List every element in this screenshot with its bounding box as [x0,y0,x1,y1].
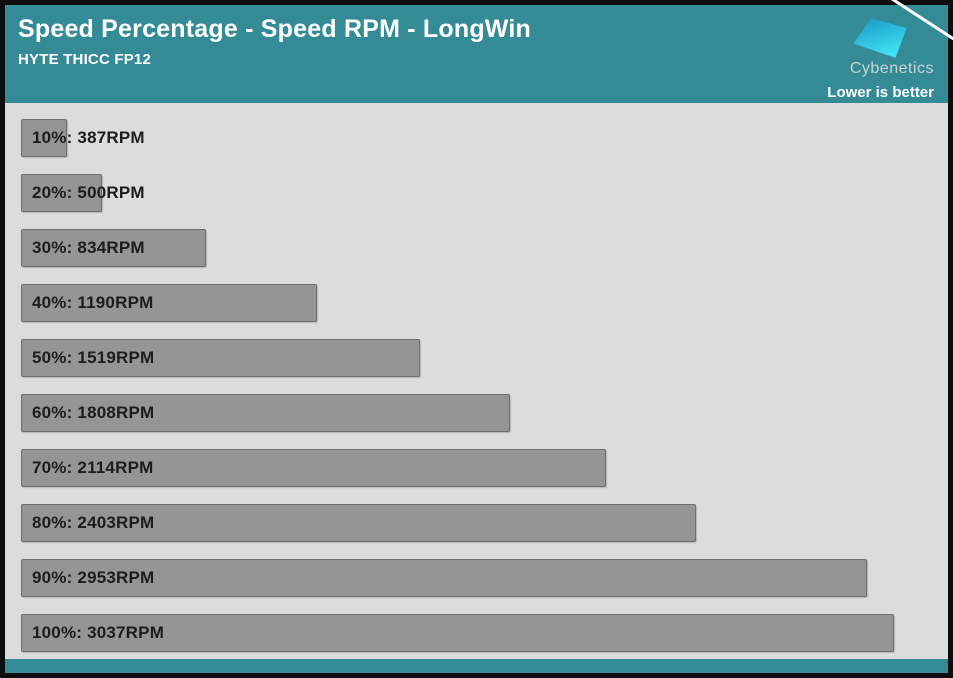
bar-label: 100%: 3037RPM [32,623,165,642]
bar-label: 30%: 834RPM [32,238,145,257]
bar [21,449,606,487]
bar-row: 50%: 1519RPM [21,339,932,377]
brand-name: Cybenetics [849,60,934,77]
bar-row: 20%: 500RPM [21,174,932,212]
bar [21,119,67,157]
bar [21,614,894,652]
bar-label: 20%: 500RPM [32,183,145,202]
bar-label: 70%: 2114RPM [32,458,154,477]
bar-row: 90%: 2953RPM [21,559,932,597]
page-subtitle: HYTE THICC FP12 [18,50,152,68]
page-title: Speed Percentage - Speed RPM - LongWin [18,15,531,43]
bar [21,229,207,267]
chart-header: Speed Percentage - Speed RPM - LongWin H… [5,0,953,103]
bar [21,559,868,597]
bar-row: 100%: 3037RPM [21,614,932,652]
bar-label: 80%: 2403RPM [32,513,155,532]
lower-is-better-note: Lower is better [827,84,934,101]
header-text-block: Speed Percentage - Speed RPM - LongWin H… [18,15,531,68]
bar [21,394,511,432]
bar-row: 30%: 834RPM [21,229,932,267]
bar-label: 50%: 1519RPM [32,348,155,367]
cybenetics-logo-icon [853,18,907,58]
bar-chart: 10%: 387RPM 20%: 500RPM 30%: 834RPM 40%: 11… [5,103,948,659]
bar-row: 70%: 2114RPM [21,449,932,487]
bar-row: 10%: 387RPM [21,119,932,157]
bar-row: 40%: 1190RPM [21,284,932,322]
bar [21,174,103,212]
bar [21,284,318,322]
bar-label: 60%: 1808RPM [32,403,155,422]
bar-row: 60%: 1808RPM [21,394,932,432]
bar-label: 90%: 2953RPM [32,568,155,587]
bar [21,339,421,377]
bar-label: 40%: 1190RPM [32,293,154,312]
brand-block: Cybenetics Lower is better [827,17,934,101]
footer-bar [5,659,948,673]
bar-row: 80%: 2403RPM [21,504,932,542]
bar-label: 10%: 387RPM [32,128,145,147]
bar [21,504,696,542]
